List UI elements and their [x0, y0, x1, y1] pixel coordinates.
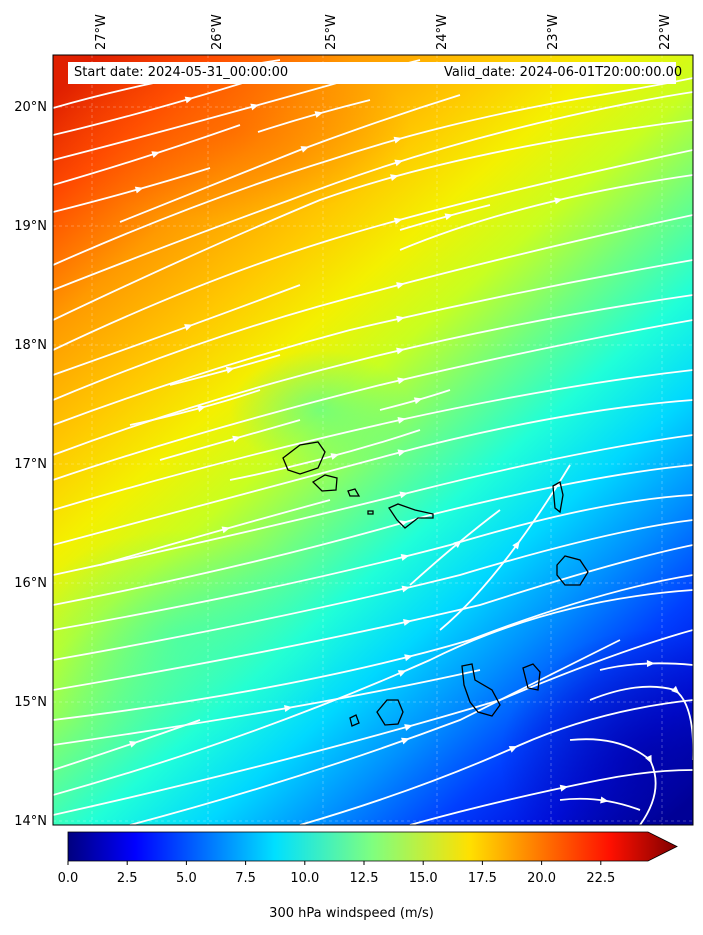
- streamlines: [53, 59, 693, 825]
- streamline-arrow: [404, 724, 413, 731]
- longitude-label: 27°W: [94, 14, 109, 50]
- latitude-label: 14°N: [14, 814, 47, 829]
- island-sao-nicolau: [388, 503, 434, 529]
- latitude-labels: 20°N 19°N 18°N 17°N 16°N 15°N 14°N: [14, 100, 47, 829]
- longitude-label: 22°W: [658, 14, 673, 50]
- latitude-label: 16°N: [14, 576, 47, 591]
- colorbar-ticks: 0.0 2.5 5.0 7.5 10.0 12.5 15.0 17.5 20.0 22.5: [58, 861, 615, 886]
- streamline-arrow: [330, 453, 340, 460]
- streamline-arrow: [151, 151, 161, 158]
- start-date-label: Start date: 2024-05-31_00:00:00: [74, 65, 289, 80]
- island-maio: [522, 663, 541, 691]
- latitude-label: 19°N: [14, 219, 47, 234]
- streamline-arrow: [600, 796, 609, 804]
- streamline-arrow: [397, 449, 407, 457]
- streamline-arrow: [197, 405, 206, 412]
- colorbar-tick-label: 12.5: [350, 871, 379, 886]
- streamline-arrow: [453, 540, 462, 549]
- valid-date-label: Valid_date: 2024-06-01T20:00:00.00: [444, 65, 683, 80]
- streamline-arrow: [401, 585, 411, 593]
- streamline-arrow: [444, 213, 454, 221]
- streamline-arrow: [401, 737, 410, 745]
- streamline-arrow: [221, 526, 231, 534]
- streamline-arrow: [397, 416, 407, 424]
- streamline-arrow: [232, 435, 241, 443]
- streamline-arrow: [134, 186, 144, 194]
- streamline-arrow: [396, 315, 405, 323]
- info-bar: [68, 62, 676, 84]
- streamline-arrow: [397, 670, 407, 677]
- streamline-arrow: [393, 217, 403, 225]
- streamline-arrow: [300, 146, 310, 153]
- colorbar-tick-label: 10.0: [290, 871, 319, 886]
- streamline-arrows: [129, 75, 680, 804]
- colorbar-tick-label: 17.5: [468, 871, 497, 886]
- streamline-arrow: [396, 347, 405, 355]
- colorbar-tick-label: 7.5: [235, 871, 256, 886]
- colorbar-tick-label: 22.5: [586, 871, 615, 886]
- streamline-arrow: [184, 324, 193, 331]
- island-boa-vista: [556, 555, 589, 586]
- island-santa-luzia: [347, 488, 361, 497]
- island-brava: [349, 714, 360, 727]
- island-sao-vicente: [311, 474, 338, 492]
- island-santo-antao: [282, 441, 326, 475]
- longitude-labels: 27°W 26°W 25°W 24°W 23°W 22°W: [94, 14, 673, 50]
- streamline-arrow: [225, 366, 235, 374]
- colorbar-tick-label: 15.0: [409, 871, 438, 886]
- streamline-arrow: [403, 619, 412, 626]
- streamline-arrow: [399, 520, 408, 528]
- streamline-arrow: [399, 491, 409, 499]
- streamline-arrow: [284, 705, 293, 712]
- colorbar-tick-label: 20.0: [527, 871, 556, 886]
- streamline-arrow: [397, 377, 406, 385]
- streamline-arrow: [413, 397, 423, 405]
- longitude-label: 24°W: [435, 14, 450, 50]
- longitude-label: 23°W: [546, 14, 561, 50]
- longitude-label: 26°W: [210, 14, 225, 50]
- colorbar-tick-label: 2.5: [117, 871, 138, 886]
- latitude-label: 15°N: [14, 695, 47, 710]
- latitude-label: 18°N: [14, 338, 47, 353]
- streamline-arrow: [390, 174, 399, 181]
- streamline-arrow: [512, 540, 520, 550]
- island-ilheu: [367, 510, 374, 515]
- latitude-label: 17°N: [14, 457, 47, 472]
- streamline-arrow: [129, 741, 138, 748]
- colorbar-tick-label: 5.0: [176, 871, 197, 886]
- streamline-arrow: [184, 96, 194, 104]
- streamline-arrow: [394, 159, 404, 167]
- island-fogo: [376, 699, 404, 726]
- streamline-arrow: [671, 685, 680, 694]
- streamline-arrow: [554, 197, 563, 205]
- streamline-arrow: [314, 111, 324, 118]
- streamline-arrow: [250, 103, 259, 111]
- colorbar-tick-label: 0.0: [58, 871, 79, 886]
- streamline-arrow: [404, 654, 413, 662]
- windspeed-field: [53, 55, 693, 825]
- streamline-arrow: [400, 554, 410, 561]
- longitude-label: 25°W: [324, 14, 339, 50]
- colorbar-label: 300 hPa windspeed (m/s): [269, 906, 434, 921]
- streamline-arrow: [393, 136, 403, 144]
- colorbar: 0.0 2.5 5.0 7.5 10.0 12.5 15.0 17.5 20.0 22.5: [58, 831, 678, 886]
- streamline-arrow: [508, 746, 518, 753]
- streamline-arrow: [645, 754, 652, 764]
- latitude-label: 20°N: [14, 100, 47, 115]
- streamline-arrow: [646, 660, 655, 668]
- island-santiago: [461, 663, 501, 717]
- island-sal: [552, 481, 564, 514]
- streamline-arrow: [396, 282, 405, 289]
- streamline-arrow: [559, 784, 569, 792]
- island-coastlines: [282, 441, 589, 727]
